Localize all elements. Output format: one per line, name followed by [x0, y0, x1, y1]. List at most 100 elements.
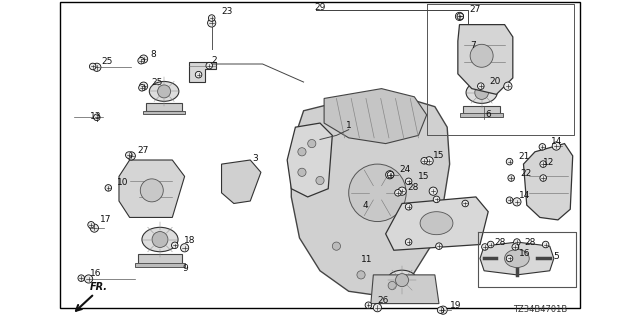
- Circle shape: [365, 302, 372, 308]
- Polygon shape: [458, 25, 513, 94]
- Text: 17: 17: [100, 215, 111, 224]
- Circle shape: [388, 281, 396, 290]
- Circle shape: [138, 57, 145, 64]
- Circle shape: [206, 62, 212, 69]
- Circle shape: [349, 164, 406, 221]
- Text: 22: 22: [520, 169, 531, 178]
- Text: 8: 8: [150, 50, 156, 59]
- Bar: [143, 110, 185, 114]
- Text: 2: 2: [212, 56, 218, 65]
- Circle shape: [298, 168, 306, 176]
- Bar: [460, 113, 504, 117]
- Polygon shape: [291, 97, 450, 295]
- Text: 25: 25: [102, 57, 113, 66]
- Polygon shape: [189, 62, 216, 82]
- Text: 26: 26: [378, 296, 389, 305]
- Text: 20: 20: [490, 77, 501, 86]
- Bar: [147, 103, 182, 111]
- Circle shape: [332, 242, 340, 250]
- Text: 14: 14: [518, 191, 530, 200]
- Circle shape: [316, 176, 324, 185]
- Circle shape: [540, 175, 547, 181]
- Text: 15: 15: [433, 151, 445, 160]
- Circle shape: [357, 271, 365, 279]
- Circle shape: [552, 142, 561, 150]
- Polygon shape: [324, 89, 427, 144]
- Text: 28: 28: [524, 237, 536, 246]
- Text: 25: 25: [151, 78, 163, 87]
- Circle shape: [88, 221, 94, 228]
- Circle shape: [207, 19, 216, 27]
- Bar: [463, 106, 500, 114]
- Text: 10: 10: [117, 179, 129, 188]
- Circle shape: [542, 241, 549, 248]
- Circle shape: [395, 189, 401, 196]
- Ellipse shape: [466, 82, 497, 103]
- Polygon shape: [221, 160, 261, 204]
- Circle shape: [78, 275, 84, 281]
- Circle shape: [140, 179, 163, 202]
- Circle shape: [506, 255, 513, 262]
- Circle shape: [433, 196, 440, 203]
- Text: FR.: FR.: [90, 282, 108, 292]
- Circle shape: [90, 63, 96, 70]
- Text: 15: 15: [418, 172, 429, 181]
- Text: 9: 9: [182, 264, 188, 273]
- Ellipse shape: [420, 212, 453, 235]
- Circle shape: [405, 239, 412, 245]
- Circle shape: [152, 232, 168, 247]
- Circle shape: [436, 243, 442, 249]
- Text: TZ34B4701B: TZ34B4701B: [513, 305, 567, 314]
- Circle shape: [457, 13, 463, 20]
- Circle shape: [514, 239, 520, 245]
- Ellipse shape: [504, 249, 529, 268]
- Circle shape: [405, 178, 412, 185]
- Circle shape: [512, 244, 518, 250]
- Polygon shape: [371, 275, 439, 304]
- Text: 23: 23: [221, 7, 233, 16]
- Circle shape: [425, 157, 433, 165]
- Circle shape: [209, 15, 215, 21]
- Text: 12: 12: [543, 158, 554, 167]
- Circle shape: [308, 140, 316, 148]
- Circle shape: [477, 83, 484, 89]
- Text: 6: 6: [486, 110, 492, 119]
- Circle shape: [506, 197, 513, 204]
- Text: 1: 1: [346, 121, 352, 130]
- Circle shape: [396, 274, 408, 287]
- Text: 28: 28: [494, 237, 506, 246]
- Text: 3: 3: [252, 154, 258, 163]
- Circle shape: [93, 114, 100, 121]
- Circle shape: [298, 148, 306, 156]
- Circle shape: [140, 55, 148, 63]
- Circle shape: [462, 200, 468, 207]
- Circle shape: [90, 224, 99, 232]
- Bar: [385, 292, 420, 300]
- Text: 24: 24: [399, 165, 411, 174]
- Text: 18: 18: [184, 236, 195, 245]
- Text: 19: 19: [450, 301, 461, 310]
- Text: 27: 27: [138, 146, 149, 155]
- Circle shape: [84, 275, 93, 283]
- Circle shape: [405, 204, 412, 210]
- Text: 21: 21: [518, 152, 530, 161]
- Polygon shape: [119, 160, 184, 217]
- Circle shape: [386, 171, 394, 179]
- Circle shape: [513, 198, 521, 206]
- Circle shape: [470, 44, 493, 67]
- Circle shape: [127, 152, 136, 160]
- Circle shape: [398, 187, 406, 195]
- Circle shape: [540, 161, 547, 167]
- Circle shape: [105, 185, 111, 191]
- Polygon shape: [287, 123, 332, 197]
- Circle shape: [488, 241, 494, 248]
- Circle shape: [180, 244, 189, 252]
- Circle shape: [157, 85, 171, 98]
- Circle shape: [456, 12, 463, 20]
- Circle shape: [139, 84, 145, 91]
- Polygon shape: [386, 197, 488, 250]
- Circle shape: [421, 157, 428, 164]
- Text: 7: 7: [470, 42, 476, 51]
- Circle shape: [506, 158, 513, 165]
- Text: 4: 4: [363, 201, 368, 210]
